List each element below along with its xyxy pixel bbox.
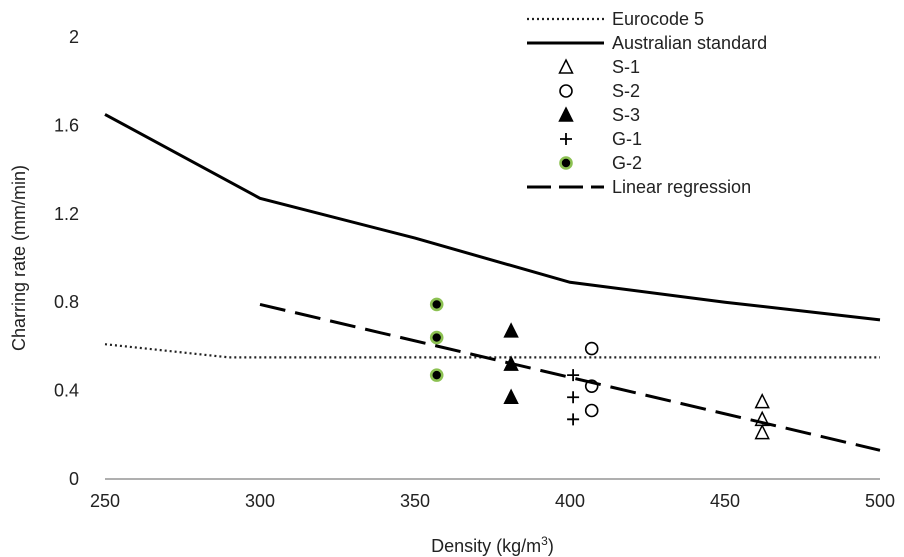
data-point	[567, 413, 580, 426]
axes: 250 300 350 400 450 500 0 0.4 0.8 1.2 1.6 2	[54, 27, 895, 511]
legend-label: G-2	[612, 153, 642, 173]
x-tick-label: 450	[710, 491, 740, 511]
y-tick-label: 0.4	[54, 381, 79, 401]
data-point	[567, 391, 580, 404]
x-axis-title-superscript: 3	[541, 534, 548, 548]
series-line	[104, 113, 881, 322]
legend-label: S-1	[612, 57, 640, 77]
legend-label: S-2	[612, 81, 640, 101]
legend-item: S-3	[558, 105, 640, 125]
data-point	[429, 297, 444, 312]
y-tick-label: 2	[69, 27, 79, 47]
series-s-2	[584, 341, 599, 418]
legend-marker-swatch	[560, 133, 572, 145]
data-point	[503, 322, 519, 338]
x-tick-label: 400	[555, 491, 585, 511]
series-line	[259, 302, 881, 452]
x-tick-label: 250	[90, 491, 120, 511]
legend-item: S-1	[558, 57, 640, 77]
legend-marker-swatch	[558, 58, 574, 74]
series-s-1	[754, 392, 770, 440]
y-tick-label: 0.8	[54, 292, 79, 312]
data-point	[503, 388, 519, 404]
legend-marker-swatch	[559, 84, 573, 98]
data-point	[754, 392, 770, 409]
x-tick-label: 350	[400, 491, 430, 511]
legend-item: Linear regression	[527, 177, 751, 197]
data-point	[584, 341, 599, 356]
legend-marker-swatch	[558, 106, 574, 122]
y-axis-title: Charring rate (mm/min)	[9, 165, 29, 351]
legend-label: Eurocode 5	[612, 9, 704, 29]
series-g-2	[429, 297, 444, 382]
x-tick-label: 300	[245, 491, 275, 511]
y-tick-label: 1.6	[54, 115, 79, 135]
legend-item: G-2	[559, 153, 642, 173]
series-eurocode-5	[104, 343, 880, 359]
data-point	[429, 368, 444, 382]
data-point	[429, 330, 444, 345]
data-point	[754, 423, 770, 440]
legend-label: S-3	[612, 105, 640, 125]
legend-label: G-1	[612, 129, 642, 149]
legend: Eurocode 5 Australian standard S-1 S-2 S-3 G-…	[527, 9, 767, 197]
legend-item: S-2	[559, 81, 640, 101]
series-line	[104, 343, 880, 359]
legend-item: Eurocode 5	[527, 9, 704, 29]
legend-item: G-1	[560, 129, 642, 149]
series-layer	[104, 113, 881, 452]
series-linear-regression	[259, 302, 881, 452]
legend-marker-swatch	[559, 156, 573, 170]
series-g-1	[567, 369, 580, 426]
legend-item: Australian standard	[527, 33, 767, 53]
data-point	[567, 369, 580, 382]
x-tick-label: 500	[865, 491, 895, 511]
legend-label: Australian standard	[612, 33, 767, 53]
series-australian-standard	[104, 113, 881, 322]
y-tick-label: 0	[69, 469, 79, 489]
x-axis-title: Density (kg/m3)	[431, 534, 554, 556]
data-point	[584, 403, 599, 418]
y-tick-label: 1.2	[54, 204, 79, 224]
legend-label: Linear regression	[612, 177, 751, 197]
